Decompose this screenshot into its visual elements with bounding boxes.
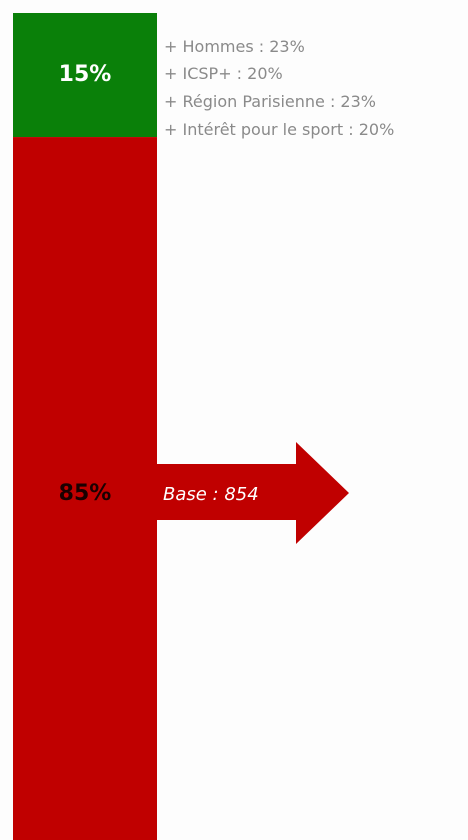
- segment-label-top: 15%: [59, 62, 112, 87]
- bar-segment-bottom: [13, 137, 157, 840]
- bar-segment-top: [13, 13, 157, 138]
- detail-line: + Région Parisienne : 23%: [164, 92, 376, 111]
- detail-line: + Hommes : 23%: [164, 37, 305, 56]
- base-arrow: [157, 442, 349, 544]
- base-label: Base : 854: [163, 484, 259, 505]
- detail-line: + ICSP+ : 20%: [164, 64, 283, 83]
- detail-list: + Hommes : 23% + ICSP+ : 20% + Région Pa…: [164, 37, 394, 139]
- detail-line: + Intérêt pour le sport : 20%: [164, 120, 394, 139]
- segment-label-bottom: 85%: [59, 481, 112, 506]
